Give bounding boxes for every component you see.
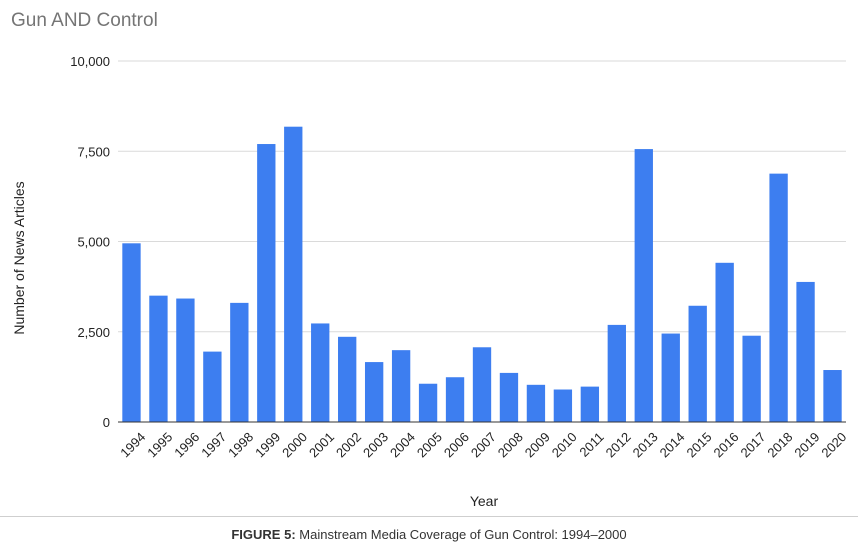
x-tick-label: 2013 — [630, 429, 661, 460]
bar-2007 — [473, 347, 491, 422]
bar-1995 — [149, 296, 167, 422]
bar-2018 — [769, 174, 787, 422]
x-tick-label: 2014 — [657, 429, 688, 460]
bar-2004 — [392, 350, 410, 422]
bar-2017 — [742, 336, 760, 422]
x-tick-label: 2008 — [495, 429, 526, 460]
x-tick-label: 2004 — [387, 429, 418, 460]
figure-label: FIGURE 5: — [231, 527, 295, 542]
x-tick-label: 2015 — [684, 429, 715, 460]
x-tick-label: 1998 — [225, 429, 256, 460]
bar-2005 — [419, 384, 437, 422]
x-tick-label: 2009 — [522, 429, 553, 460]
y-axis-title: Number of News Articles — [11, 181, 27, 334]
bar-2002 — [338, 337, 356, 422]
bar-1999 — [257, 144, 275, 422]
x-tick-label: 2017 — [737, 429, 768, 460]
y-tick-label: 2,500 — [77, 325, 110, 340]
x-tick-label: 2000 — [279, 429, 310, 460]
y-tick-label: 7,500 — [77, 144, 110, 159]
bar-2016 — [715, 263, 733, 422]
bar-2009 — [527, 385, 545, 422]
x-tick-label: 2019 — [791, 429, 822, 460]
x-axis-title: Year — [470, 493, 499, 509]
bar-2000 — [284, 127, 302, 422]
y-tick-label: 0 — [103, 415, 110, 430]
x-tick-label: 1996 — [171, 429, 202, 460]
caption-divider — [0, 516, 858, 517]
x-tick-label: 2010 — [549, 429, 580, 460]
x-tick-label: 1994 — [117, 429, 148, 460]
x-tick-label: 1995 — [144, 429, 175, 460]
bar-2019 — [796, 282, 814, 422]
bar-2011 — [581, 387, 599, 422]
figure-caption-text: Mainstream Media Coverage of Gun Control… — [296, 527, 627, 542]
y-tick-label: 10,000 — [70, 54, 110, 69]
x-tick-label: 2006 — [441, 429, 472, 460]
x-tick-label: 1999 — [252, 429, 283, 460]
y-tick-label: 5,000 — [77, 235, 110, 250]
x-tick-label: 2003 — [360, 429, 391, 460]
x-tick-label: 1997 — [198, 429, 229, 460]
x-tick-label: 2020 — [818, 429, 849, 460]
gridlines — [118, 61, 846, 332]
bar-2015 — [689, 306, 707, 422]
bar-2013 — [635, 149, 653, 422]
bar-2014 — [662, 334, 680, 422]
bar-2006 — [446, 377, 464, 422]
y-axis-ticks: 0 2,500 5,000 7,500 10,000 — [70, 54, 110, 430]
bar-2020 — [823, 370, 841, 422]
x-tick-label: 2016 — [711, 429, 742, 460]
bar-2010 — [554, 390, 572, 422]
x-tick-label: 2001 — [306, 429, 337, 460]
x-tick-label: 2007 — [468, 429, 499, 460]
x-tick-label: 2012 — [603, 429, 634, 460]
bar-1994 — [122, 243, 140, 422]
x-tick-label: 2002 — [333, 429, 364, 460]
bar-1997 — [203, 352, 221, 422]
figure-caption: FIGURE 5: Mainstream Media Coverage of G… — [0, 527, 858, 542]
bar-2001 — [311, 323, 329, 422]
x-tick-label: 2011 — [576, 429, 606, 459]
bars — [122, 127, 841, 422]
bar-2003 — [365, 362, 383, 422]
x-axis-ticks: 1994199519961997199819992000200120022003… — [117, 429, 849, 460]
bar-2012 — [608, 325, 626, 422]
bar-1998 — [230, 303, 248, 422]
x-tick-label: 2018 — [764, 429, 795, 460]
bar-1996 — [176, 299, 194, 422]
x-tick-label: 2005 — [414, 429, 445, 460]
bar-2008 — [500, 373, 518, 422]
